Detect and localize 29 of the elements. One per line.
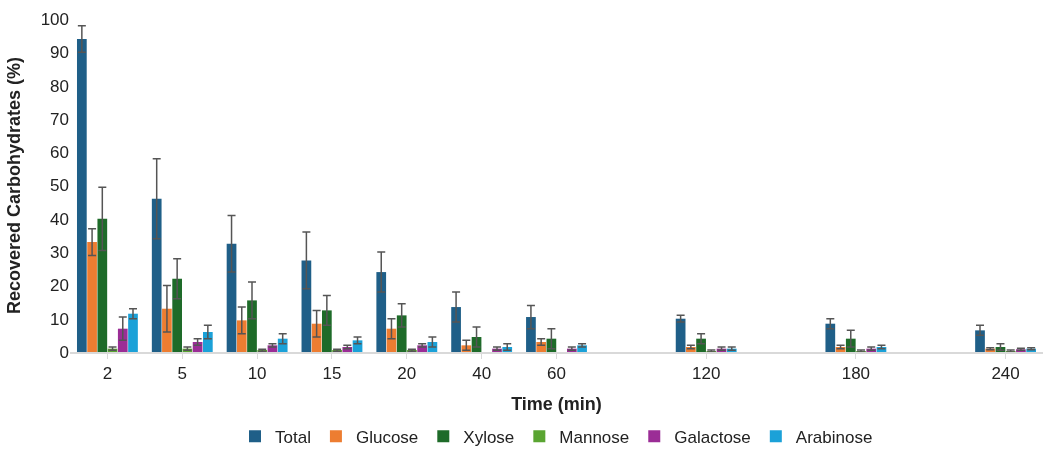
x-tick-label: 180 — [841, 364, 871, 384]
y-tick-label: 80 — [50, 76, 69, 96]
x-tick-label: 240 — [991, 364, 1020, 384]
legend-label: Glucose — [355, 427, 419, 447]
y-tick-label: 60 — [50, 143, 69, 163]
x-tick-label: 15 — [322, 364, 342, 384]
legend-label: Xylose — [463, 427, 515, 447]
legend-label: Mannose — [559, 427, 630, 447]
x-tick-label: 5 — [177, 364, 187, 384]
y-tick-label: 90 — [50, 43, 69, 63]
y-tick-label: 0 — [59, 342, 69, 362]
y-tick-label: 20 — [50, 276, 69, 296]
legend-label: Total — [275, 427, 311, 447]
x-axis-title: Time (min) — [511, 394, 602, 414]
legend-label: Galactose — [674, 427, 751, 447]
y-tick-label: 50 — [50, 176, 69, 196]
x-tick-label: 2 — [102, 364, 113, 384]
y-tick-label: 40 — [50, 209, 69, 229]
x-tick-label: 120 — [692, 364, 721, 384]
x-tick-label: 40 — [472, 364, 492, 384]
y-tick-label: 100 — [40, 9, 69, 29]
y-axis-title: Recovered Carbohydrates (%) — [3, 56, 24, 315]
x-tick-label: 10 — [247, 364, 267, 384]
x-tick-label: 20 — [397, 364, 417, 384]
x-tick-label: 60 — [547, 364, 566, 384]
y-tick-label: 10 — [50, 309, 69, 329]
legend-label: Arabinose — [795, 427, 873, 447]
y-tick-label: 30 — [50, 243, 69, 263]
y-tick-label: 70 — [50, 109, 69, 129]
